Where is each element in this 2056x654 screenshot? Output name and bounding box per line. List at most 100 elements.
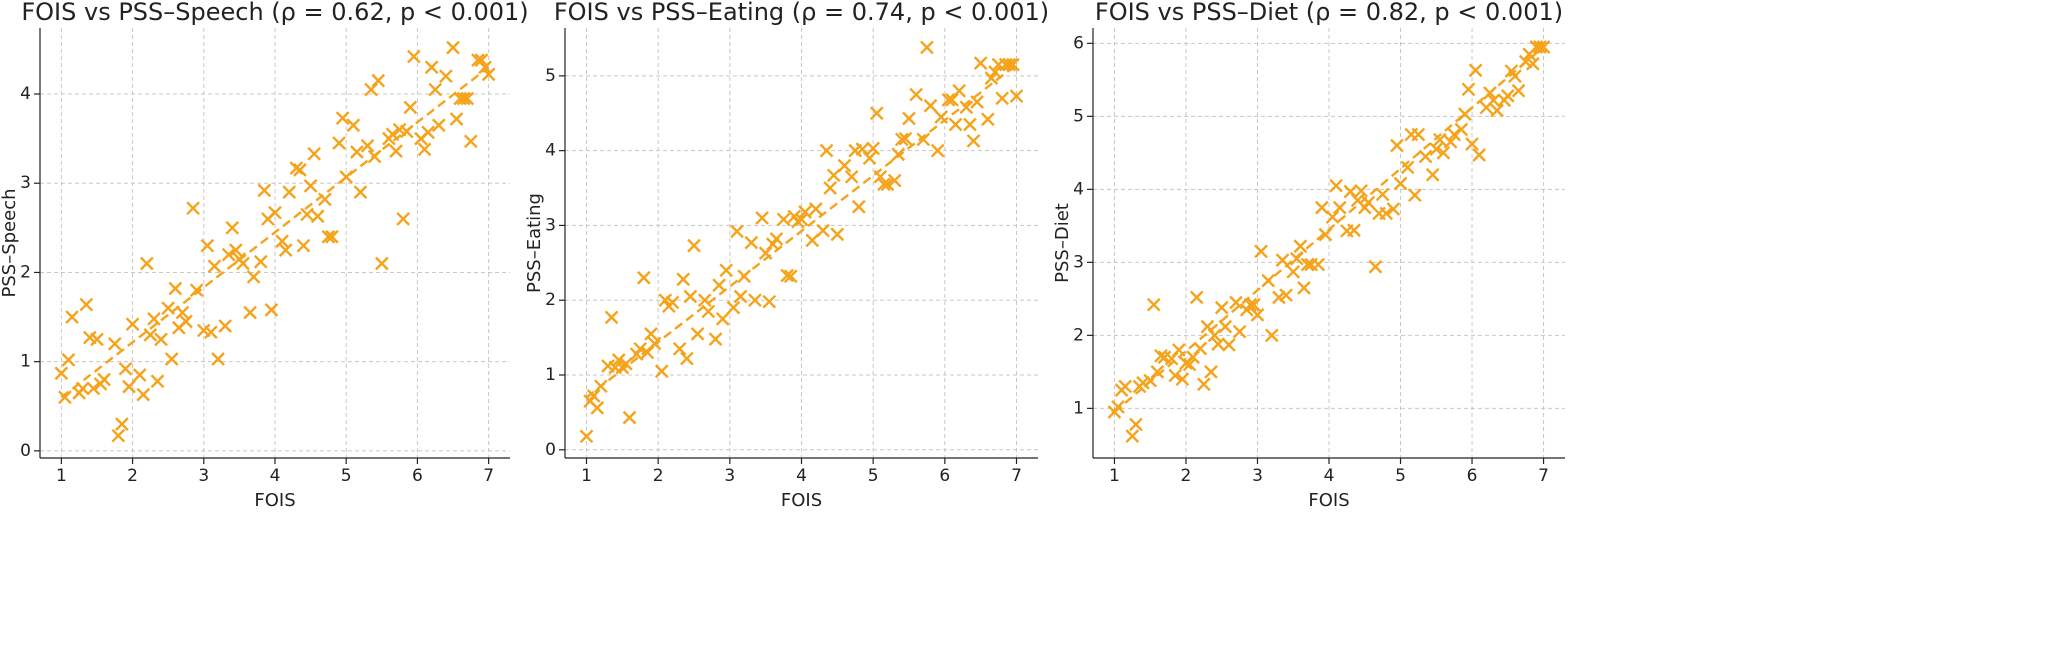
point <box>1154 348 1168 363</box>
x-tick-label: 4 <box>1324 466 1335 486</box>
point <box>640 345 655 360</box>
point <box>417 142 432 157</box>
point <box>61 353 76 367</box>
point <box>862 151 877 165</box>
x-axis-label: FOIS <box>254 490 295 511</box>
point <box>1533 40 1547 54</box>
x-tick-label: 5 <box>341 466 352 486</box>
point <box>1211 337 1225 351</box>
point <box>268 205 282 220</box>
point <box>428 82 443 97</box>
point <box>189 283 204 298</box>
point <box>952 83 967 98</box>
point <box>350 145 364 159</box>
x-tick-label: 7 <box>483 466 494 486</box>
point <box>439 69 453 84</box>
point <box>353 185 368 199</box>
y-tick-label: 0 <box>20 441 31 461</box>
point <box>1433 132 1447 147</box>
point <box>880 177 895 192</box>
point <box>1468 63 1483 78</box>
point <box>389 144 403 158</box>
point <box>139 256 154 271</box>
point <box>456 91 471 106</box>
point <box>794 212 809 227</box>
x-tick-label: 2 <box>653 466 664 486</box>
point <box>1254 244 1268 259</box>
point <box>1182 357 1197 372</box>
point <box>1386 202 1401 216</box>
point <box>431 118 446 133</box>
point <box>1175 372 1190 387</box>
point <box>136 387 151 402</box>
point <box>1189 290 1204 305</box>
point <box>930 143 945 158</box>
point <box>321 229 336 244</box>
chart-title: FOIS vs PSS–Diet (ρ = 0.82, p < 0.001) <box>1095 0 1563 26</box>
point <box>125 317 140 332</box>
point <box>228 243 243 257</box>
point <box>1311 257 1326 272</box>
point <box>1536 40 1551 54</box>
point <box>902 111 916 126</box>
y-tick-label: 5 <box>1073 106 1084 126</box>
x-axis-label: FOIS <box>1308 490 1349 511</box>
point <box>403 100 418 115</box>
point <box>622 410 637 425</box>
point <box>143 328 158 342</box>
point <box>449 112 464 126</box>
y-tick-label: 1 <box>1073 398 1084 418</box>
x-tick-label: 3 <box>1252 466 1263 486</box>
point <box>107 336 122 351</box>
point <box>168 281 183 296</box>
point <box>923 98 938 113</box>
point <box>894 132 909 147</box>
point <box>1218 319 1233 334</box>
point <box>1329 178 1343 193</box>
x-tick-label: 4 <box>270 466 281 486</box>
point <box>690 327 705 341</box>
point <box>665 295 680 310</box>
point <box>1443 135 1458 149</box>
point <box>1146 297 1161 312</box>
point <box>1293 239 1308 254</box>
point <box>179 314 193 329</box>
point <box>644 327 658 341</box>
point <box>783 269 798 284</box>
y-tick-label: 3 <box>1073 252 1084 272</box>
point <box>207 259 222 274</box>
point <box>1454 122 1469 137</box>
point <box>1390 138 1404 153</box>
point <box>278 243 293 257</box>
x-tick-label: 6 <box>1467 466 1478 486</box>
point <box>307 146 322 161</box>
point <box>855 142 870 156</box>
point <box>1204 365 1218 379</box>
point <box>1418 149 1433 164</box>
point <box>654 364 669 379</box>
point <box>1425 167 1440 182</box>
trend-line <box>585 63 1018 399</box>
point <box>1197 377 1211 392</box>
point <box>1315 200 1329 215</box>
point <box>819 143 834 158</box>
point <box>1229 295 1243 310</box>
point <box>65 310 79 324</box>
point <box>1436 145 1451 160</box>
point <box>1214 300 1229 315</box>
point <box>1207 328 1222 343</box>
point <box>837 158 852 173</box>
point <box>200 238 215 253</box>
point <box>132 368 147 382</box>
x-tick-label: 4 <box>796 466 807 486</box>
trend-line <box>60 66 490 399</box>
point <box>945 92 959 107</box>
point <box>1325 210 1340 224</box>
point <box>844 169 859 184</box>
point <box>970 95 984 109</box>
point <box>715 312 730 326</box>
point <box>586 389 601 403</box>
chart-title: FOIS vs PSS–Speech (ρ = 0.62, p < 0.001) <box>21 0 528 26</box>
x-tick-label: 3 <box>198 466 209 486</box>
